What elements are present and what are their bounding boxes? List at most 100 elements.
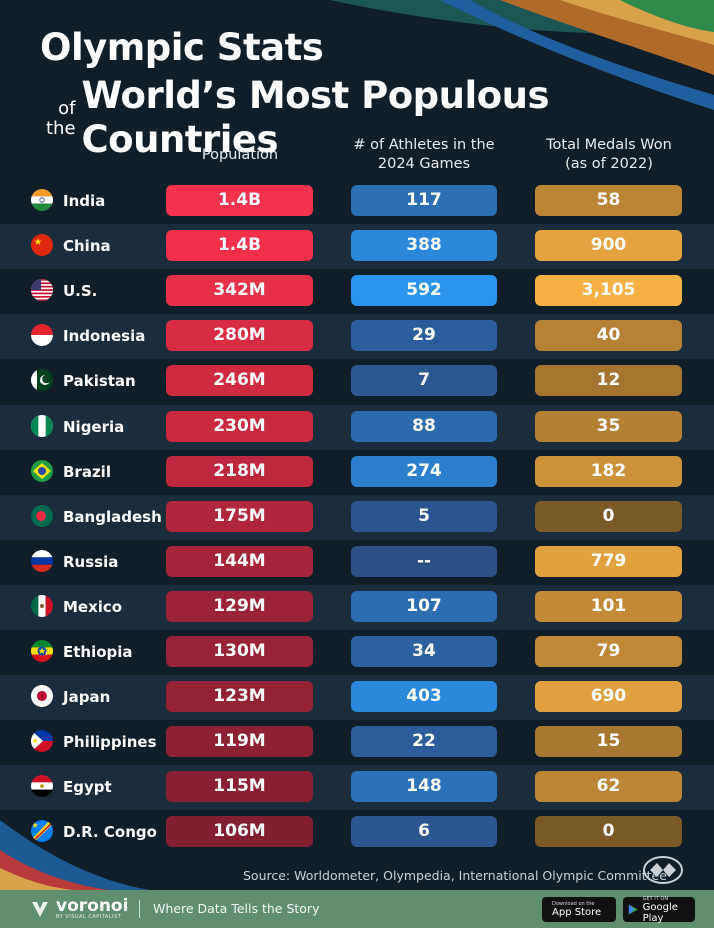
- country-label: Egypt: [63, 778, 112, 797]
- medals-cell: 35: [535, 410, 682, 442]
- india-flag-icon: [31, 189, 53, 211]
- china-flag-icon: [31, 234, 53, 257]
- medals-cell: 101: [535, 590, 682, 622]
- table-row: India 1.4B 117 58: [0, 179, 714, 224]
- table-row: Pakistan 246M 7 12: [0, 359, 714, 404]
- table-row: U.S. 342M 592 3,105: [0, 269, 714, 314]
- country-label: India: [63, 192, 106, 210]
- population-cell: 246M: [166, 365, 313, 397]
- medals-cell: 779: [535, 545, 682, 577]
- athletes-cell: 592: [351, 275, 497, 307]
- table-row: Russia 144M -- 779: [0, 540, 714, 585]
- population-cell: 129M: [166, 590, 313, 622]
- table-row: China 1.4B 388 900: [0, 224, 714, 270]
- athletes-cell: 34: [351, 636, 497, 667]
- table-row: Nigeria 230M 88 35: [0, 404, 714, 450]
- athletes-cell: 403: [351, 681, 497, 713]
- japan-flag-icon: [31, 685, 53, 708]
- title-of: of: [58, 98, 76, 119]
- athletes-cell: 148: [351, 771, 497, 803]
- voronoi-brand[interactable]: voronoi BY VISUAL CAPITALIST: [30, 898, 128, 920]
- medals-cell: 79: [535, 636, 682, 667]
- athletes-cell: 6: [351, 816, 497, 848]
- population-cell: 115M: [166, 771, 313, 803]
- nigeria-flag-icon: [31, 414, 53, 437]
- google-play-icon: [628, 904, 638, 915]
- mexico-flag-icon: [31, 594, 53, 617]
- population-cell: 175M: [166, 500, 313, 532]
- population-cell: 123M: [166, 681, 313, 713]
- population-cell: 119M: [166, 726, 313, 758]
- athletes-cell: 117: [351, 185, 497, 216]
- medals-cell: 182: [535, 455, 682, 487]
- medals-cell: 900: [535, 230, 682, 262]
- table-row: Bangladesh 175M 5 0: [0, 494, 714, 540]
- population-cell: 144M: [166, 545, 313, 577]
- column-header-population-text: Population: [201, 147, 279, 163]
- column-header-athletes-line2: 2024 Games: [377, 156, 471, 172]
- medals-cell: 15: [535, 726, 682, 758]
- table-row: Brazil 218M 274 182: [0, 450, 714, 495]
- table-row: Ethiopia 130M 34 79: [0, 630, 714, 675]
- population-cell: 280M: [166, 320, 313, 352]
- ethiopia-flag-icon: [31, 640, 53, 662]
- country-label: Pakistan: [63, 372, 136, 391]
- column-header-athletes-line1: # of Athletes in the: [353, 137, 495, 153]
- table-row: Mexico 129M 107 101: [0, 584, 714, 630]
- country-label: Bangladesh: [63, 507, 162, 526]
- country-label: China: [63, 237, 111, 256]
- medals-cell: 62: [535, 771, 682, 803]
- country-label: Brazil: [63, 462, 111, 481]
- column-header-medals: Total Medals Won (as of 2022): [524, 136, 694, 174]
- athletes-cell: 88: [351, 410, 497, 442]
- population-cell: 1.4B: [166, 185, 313, 216]
- bangladesh-flag-icon: [31, 504, 53, 527]
- population-cell: 342M: [166, 275, 313, 307]
- table-row: Indonesia 280M 29 40: [0, 314, 714, 360]
- visual-capitalist-logo-icon: [643, 856, 683, 884]
- tagline: Where Data Tells the Story: [153, 901, 320, 916]
- brand-subtitle: BY VISUAL CAPITALIST: [56, 914, 122, 920]
- athletes-cell: 29: [351, 320, 497, 352]
- medals-cell: 0: [535, 500, 682, 532]
- app-store-big-text: App Store: [552, 907, 602, 918]
- footer-bar: voronoi BY VISUAL CAPITALIST Where Data …: [0, 890, 714, 928]
- athletes-cell: 5: [351, 500, 497, 532]
- country-label: Indonesia: [63, 327, 146, 346]
- population-cell: 218M: [166, 455, 313, 487]
- athletes-cell: --: [351, 545, 497, 577]
- source-note: Source: Worldometer, Olympedia, Internat…: [243, 868, 667, 883]
- title-the: the: [45, 118, 76, 139]
- google-play-small-text: GET IT ON: [642, 895, 669, 902]
- country-label: U.S.: [63, 282, 98, 301]
- population-cell: 106M: [166, 816, 313, 848]
- google-play-button[interactable]: GET IT ON Google Play: [623, 895, 695, 924]
- pakistan-flag-icon: [31, 369, 53, 392]
- population-cell: 1.4B: [166, 230, 313, 262]
- footer-divider: [139, 900, 140, 918]
- indonesia-flag-icon: [31, 324, 53, 347]
- column-header-medals-line1: Total Medals Won: [546, 137, 672, 153]
- philippines-flag-icon: [31, 730, 53, 753]
- drcongo-flag-icon: [31, 820, 53, 843]
- app-store-button[interactable]: Download on the App Store: [542, 897, 616, 922]
- table-row: Japan 123M 403 690: [0, 675, 714, 721]
- medals-cell: 0: [535, 816, 682, 848]
- athletes-cell: 274: [351, 455, 497, 487]
- medals-cell: 40: [535, 320, 682, 352]
- us-flag-icon: [31, 279, 53, 302]
- column-header-medals-line2: (as of 2022): [565, 156, 653, 172]
- country-label: Philippines: [63, 733, 157, 752]
- egypt-flag-icon: [31, 775, 53, 798]
- brazil-flag-icon: [31, 459, 53, 482]
- column-header-population: Population: [155, 146, 325, 165]
- medals-cell: 12: [535, 365, 682, 397]
- table-row: D.R. Congo 106M 6 0: [0, 810, 714, 855]
- brand-name: voronoi: [56, 896, 129, 916]
- russia-flag-icon: [31, 549, 53, 572]
- athletes-cell: 7: [351, 365, 497, 397]
- country-label: D.R. Congo: [63, 823, 157, 842]
- voronoi-logo-icon: [32, 902, 48, 917]
- table-row: Egypt 115M 148 62: [0, 765, 714, 811]
- population-cell: 230M: [166, 410, 313, 442]
